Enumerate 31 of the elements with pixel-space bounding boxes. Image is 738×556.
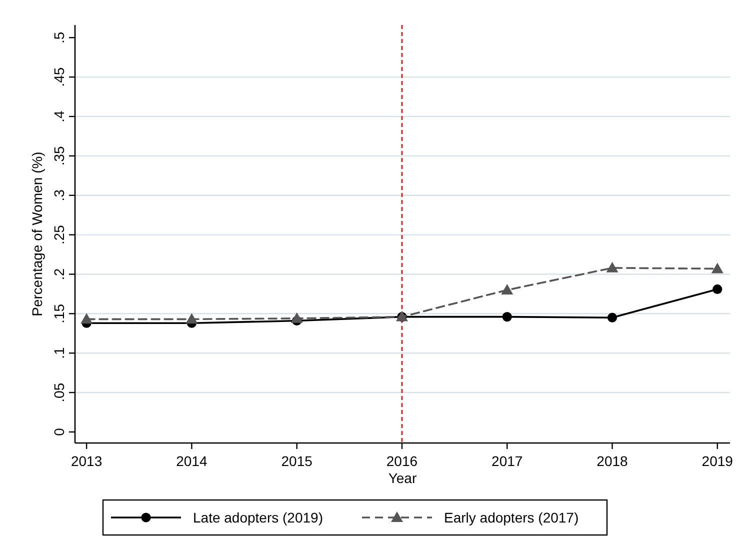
point: [607, 312, 618, 322]
y-tick-label: .5: [51, 32, 67, 44]
y-tick-label: .2: [51, 268, 67, 280]
x-tick-label: 2013: [70, 453, 102, 469]
point: [186, 313, 198, 324]
y-tick-label: .4: [51, 110, 67, 122]
x-tick-label: 2017: [492, 453, 523, 469]
y-tick-label: .3: [51, 189, 67, 202]
point: [712, 284, 722, 294]
y-tick-label: .45: [51, 67, 67, 87]
point: [711, 262, 724, 274]
y-tick-label: 0: [51, 428, 67, 436]
x-tick-label: 2015: [281, 453, 313, 469]
y-tick-label: .35: [51, 146, 67, 166]
x-axis-title: Year: [388, 470, 417, 486]
point: [606, 262, 618, 272]
y-tick-label: .15: [51, 304, 67, 324]
y-tick-label: .05: [51, 382, 67, 402]
point: [80, 313, 93, 324]
y-axis-title: Percentage of Women (%): [29, 152, 45, 316]
x-tick-label: 2018: [596, 453, 628, 469]
legend-label: Early adopters (2017): [444, 510, 579, 526]
x-tick-label: 2019: [702, 453, 734, 469]
point: [502, 312, 512, 322]
y-tick-label: .1: [51, 347, 67, 359]
x-tick-label: 2016: [386, 453, 418, 469]
x-tick-label: 2014: [176, 453, 208, 469]
point: [290, 312, 303, 323]
y-tick-label: .25: [51, 224, 67, 245]
point: [501, 284, 514, 294]
legend-label: Late adopters (2019): [193, 510, 323, 526]
